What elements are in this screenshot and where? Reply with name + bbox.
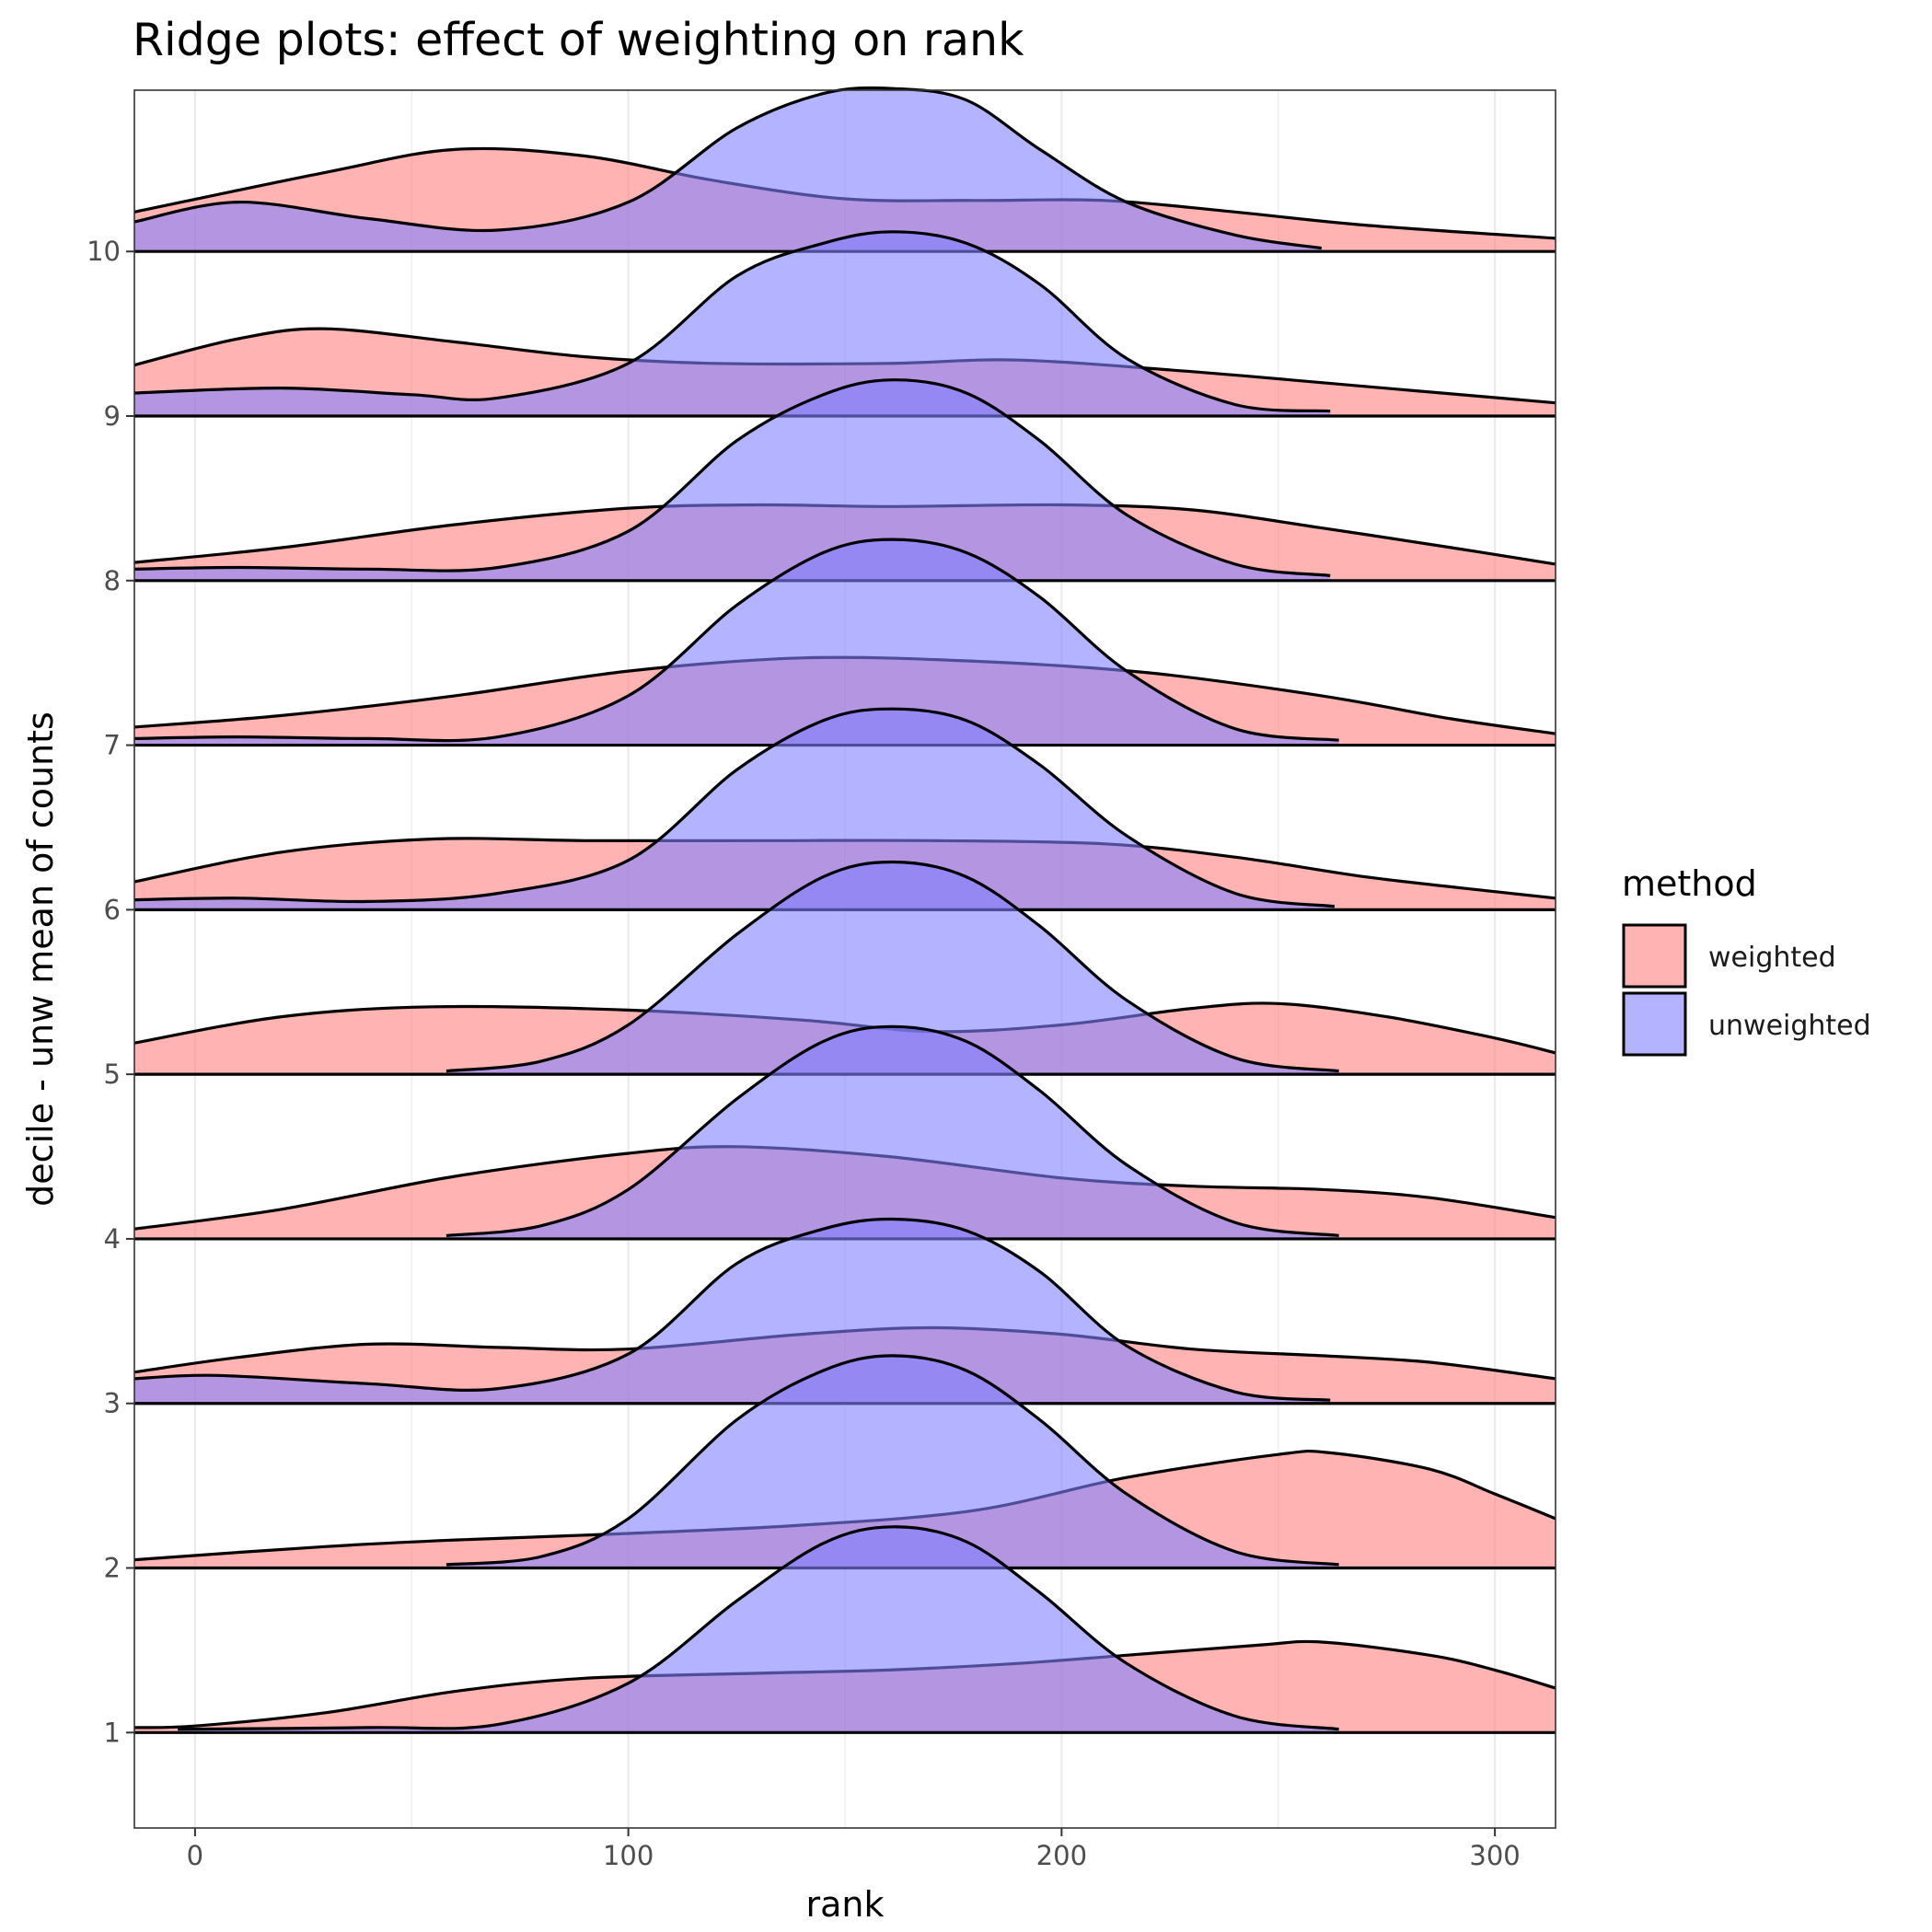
y-tick-label: 1 xyxy=(104,1717,121,1748)
ridge-unweighted-decile-2-line xyxy=(445,1354,1339,1567)
plot-panel-border xyxy=(133,89,1556,1829)
y-axis-title: decile - unw mean of counts xyxy=(20,711,61,1207)
ridge-unweighted-decile-2-area xyxy=(445,1355,1339,1568)
ridge-unweighted-decile-10-area xyxy=(134,87,1322,252)
ridge-layer xyxy=(133,86,1556,1734)
y-tick-label: 10 xyxy=(87,236,121,267)
ridge-unweighted-decile-9-line xyxy=(133,230,1331,413)
ridge-unweighted-decile-8-area xyxy=(134,379,1331,581)
y-tick-label: 3 xyxy=(104,1388,121,1419)
ridge-unweighted-decile-9-area xyxy=(134,231,1331,416)
legend-label-unweighted: unweighted xyxy=(1708,1010,1871,1042)
legend-key-unweighted xyxy=(1622,991,1687,1057)
x-axis-title: rank xyxy=(806,1884,885,1925)
legend-key-weighted xyxy=(1622,923,1687,989)
ridge-unweighted-decile-6-line xyxy=(133,707,1336,908)
ridge-unweighted-decile-10-line xyxy=(133,86,1323,250)
x-tick-label: 200 xyxy=(1036,1840,1087,1871)
y-tick-label: 9 xyxy=(104,400,121,432)
ridge-unweighted-decile-1-line xyxy=(178,1525,1339,1731)
x-tick-label: 0 xyxy=(187,1840,203,1871)
ridge-unweighted-decile-7-area xyxy=(134,539,1339,746)
tick-layer: 0 100 200 300 1 2 3 4 5 6 7 8 9 10 xyxy=(87,236,1521,1871)
x-tick-label: 100 xyxy=(603,1840,654,1871)
legend-label-weighted: weighted xyxy=(1708,942,1836,974)
chart-title: Ridge plots: effect of weighting on rank xyxy=(133,14,1024,66)
ridge-unweighted-decile-4-area xyxy=(445,1026,1339,1239)
ridge-unweighted-decile-3-line xyxy=(133,1217,1331,1402)
ridge-unweighted-decile-8-line xyxy=(133,378,1331,577)
y-tick-label: 2 xyxy=(104,1553,121,1584)
legend: method weighted unweighted xyxy=(1622,863,1871,1057)
ridge-unweighted-decile-4-line xyxy=(445,1024,1339,1237)
ridge-unweighted-decile-5-area xyxy=(445,862,1339,1075)
y-tick-label: 5 xyxy=(104,1059,121,1090)
ridge-unweighted-decile-3-area xyxy=(134,1219,1331,1404)
y-tick-label: 6 xyxy=(104,894,121,925)
ridge-unweighted-decile-6-area xyxy=(134,709,1335,910)
y-tick-label: 7 xyxy=(104,730,121,761)
y-tick-label: 4 xyxy=(104,1223,121,1255)
ridge-unweighted-decile-5-line xyxy=(445,860,1339,1073)
x-tick-label: 300 xyxy=(1469,1840,1520,1871)
ridge-unweighted-decile-7-line xyxy=(133,538,1339,743)
legend-title: method xyxy=(1622,863,1757,904)
y-tick-label: 8 xyxy=(104,565,121,596)
ridge-unweighted-decile-1-area xyxy=(178,1526,1339,1733)
